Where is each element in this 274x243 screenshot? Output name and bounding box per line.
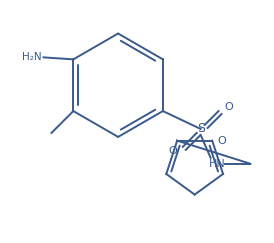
Text: O: O — [217, 136, 226, 146]
Text: H₂N: H₂N — [22, 52, 42, 62]
Text: S: S — [197, 122, 205, 135]
Text: O: O — [224, 102, 233, 112]
Text: O: O — [168, 146, 177, 156]
Text: HN: HN — [209, 159, 226, 169]
